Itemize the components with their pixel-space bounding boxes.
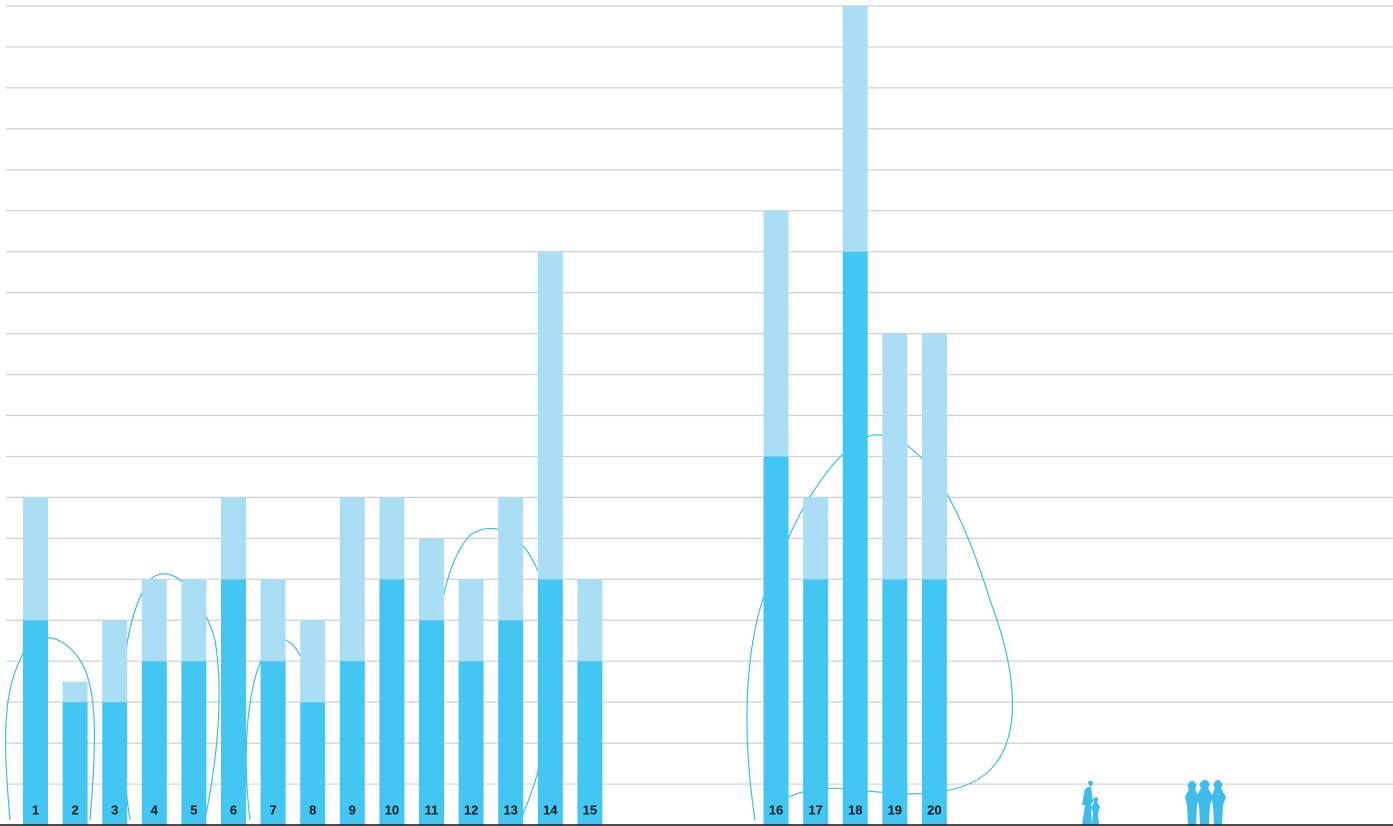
bar-segment: [921, 333, 947, 580]
x-tick-label: 15: [583, 802, 597, 817]
x-tick-label: 12: [464, 802, 478, 817]
x-tick-label: 11: [425, 802, 439, 817]
bar-segment: [537, 251, 563, 580]
bar-segment: [141, 579, 167, 662]
bar-segment: [102, 702, 128, 825]
x-tick-label: 1: [32, 802, 39, 817]
x-tick-label: 13: [503, 802, 517, 817]
bar-segment: [921, 579, 947, 825]
bar-segment: [300, 620, 326, 703]
bar-segment: [842, 6, 868, 252]
person-silhouette: [1082, 780, 1093, 825]
bar-segment: [803, 497, 829, 580]
bar-segment: [842, 251, 868, 825]
x-tick-label: 19: [888, 802, 902, 817]
x-tick-label: 4: [151, 802, 159, 817]
bar-segment: [339, 661, 365, 825]
person-silhouette: [1185, 781, 1199, 825]
bar-segment: [23, 620, 48, 825]
bar-segment: [300, 702, 326, 825]
x-tick-label: 20: [927, 802, 941, 817]
x-tick-label: 10: [385, 802, 399, 817]
bar-segment: [577, 661, 603, 825]
bar-segment: [763, 210, 789, 457]
person-silhouette: [1091, 797, 1100, 825]
person-silhouette: [1211, 780, 1226, 825]
bar-segment: [23, 497, 48, 621]
bar-segment: [260, 661, 286, 825]
bar-segment: [419, 620, 444, 825]
x-tick-label: 9: [349, 802, 356, 817]
x-tick-label: 18: [848, 802, 862, 817]
bar-segment: [458, 661, 484, 825]
x-tick-label: 7: [269, 802, 276, 817]
bar-segment: [379, 579, 405, 825]
bar-segment: [763, 456, 789, 825]
bar-segment: [102, 620, 128, 703]
x-tick-label: 3: [111, 802, 118, 817]
bar-segment: [458, 579, 484, 662]
person-silhouette: [1196, 780, 1213, 825]
bar-segment: [181, 661, 207, 825]
bar-segment: [221, 497, 246, 580]
bar-segment: [141, 661, 167, 825]
bar-segment: [803, 579, 829, 825]
x-tick-label: 14: [543, 802, 558, 817]
bar-segment: [221, 579, 246, 825]
bar-segment: [379, 497, 405, 580]
bar-segment: [339, 497, 365, 662]
x-tick-label: 8: [309, 802, 316, 817]
bar-segment: [577, 579, 603, 662]
x-tick-label: 17: [808, 802, 822, 817]
bar-segment: [260, 579, 286, 662]
x-tick-label: 16: [769, 802, 783, 817]
bar-segment: [537, 579, 563, 825]
x-tick-label: 5: [190, 802, 197, 817]
bar-segment: [882, 579, 908, 825]
bar-segment: [882, 333, 908, 580]
grid: [6, 5, 1393, 785]
bar-segment: [498, 497, 524, 621]
tree-outline: [433, 527, 554, 821]
bar-segment: [181, 579, 207, 662]
bar-segment: [62, 702, 88, 825]
bar-segment: [419, 538, 444, 621]
bar-segment: [62, 681, 88, 703]
x-tick-label: 2: [71, 802, 78, 817]
bar-segment: [498, 620, 524, 825]
x-tick-label: 6: [230, 802, 237, 817]
